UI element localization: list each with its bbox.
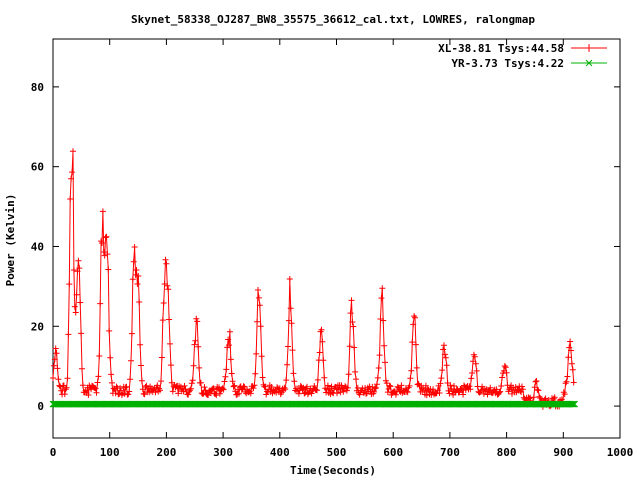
plot-frame <box>52 38 621 439</box>
series-yr <box>49 400 578 408</box>
legend: XL-38.81 Tsys:44.58 YR-3.73 Tsys:4.22 <box>438 42 607 70</box>
legend-label-yr: YR-3.73 Tsys:4.22 <box>451 57 564 70</box>
x-tick-label: 800 <box>497 446 517 459</box>
series-xl <box>50 148 577 410</box>
y-axis-ticks: 0 20 40 60 80 <box>31 81 620 413</box>
x-tick-label: 1000 <box>607 446 634 459</box>
series-yr-markers <box>49 400 578 408</box>
x-tick-label: 0 <box>50 446 57 459</box>
legend-marker-xl <box>585 44 593 52</box>
x-tick-label: 700 <box>440 446 460 459</box>
y-tick-label: 60 <box>31 161 44 174</box>
y-tick-label: 20 <box>31 320 44 333</box>
series-xl-markers <box>50 148 577 410</box>
x-tick-label: 900 <box>553 446 573 459</box>
x-axis-label: Time(Seconds) <box>290 464 376 477</box>
x-tick-label: 600 <box>383 446 403 459</box>
chart-title: Skynet_58338_OJ287_BW8_35575_36612_cal.t… <box>131 13 535 26</box>
x-tick-label: 300 <box>213 446 233 459</box>
x-tick-label: 200 <box>156 446 176 459</box>
x-axis-ticks: 0 100 200 300 400 500 600 700 800 900 1000 <box>50 39 634 459</box>
y-axis-label: Power (Kelvin) <box>4 194 17 287</box>
y-tick-label: 40 <box>31 240 44 253</box>
legend-label-xl: XL-38.81 Tsys:44.58 <box>438 42 564 55</box>
x-tick-label: 500 <box>327 446 347 459</box>
y-tick-label: 80 <box>31 81 44 94</box>
x-tick-label: 400 <box>270 446 290 459</box>
x-tick-label: 100 <box>100 446 120 459</box>
legend-marker-yr <box>585 59 593 67</box>
y-tick-label: 0 <box>37 400 44 413</box>
